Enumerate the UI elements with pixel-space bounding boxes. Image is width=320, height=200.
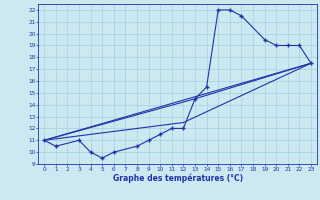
X-axis label: Graphe des températures (°C): Graphe des températures (°C)	[113, 174, 243, 183]
